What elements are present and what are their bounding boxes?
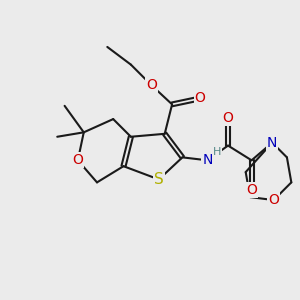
Text: S: S — [154, 172, 164, 187]
Text: N: N — [267, 136, 278, 150]
Text: O: O — [146, 78, 157, 92]
Text: O: O — [223, 111, 233, 124]
Text: O: O — [268, 193, 279, 207]
Text: O: O — [246, 183, 257, 197]
Text: H: H — [213, 147, 221, 157]
Text: O: O — [72, 153, 83, 167]
Text: N: N — [202, 153, 213, 167]
Text: O: O — [195, 92, 206, 106]
